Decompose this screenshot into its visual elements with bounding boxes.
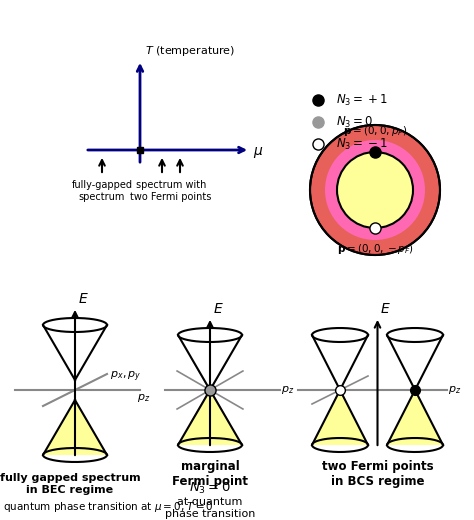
Text: $p_x, p_y$: $p_x, p_y$ bbox=[110, 369, 141, 384]
Polygon shape bbox=[43, 318, 107, 380]
Text: $N_3 = 0$: $N_3 = 0$ bbox=[189, 481, 231, 496]
Circle shape bbox=[310, 125, 440, 255]
Text: $\mu$: $\mu$ bbox=[253, 145, 264, 160]
Text: $p_z$: $p_z$ bbox=[281, 384, 294, 396]
Text: $T$ (temperature): $T$ (temperature) bbox=[145, 44, 235, 58]
Circle shape bbox=[337, 152, 413, 228]
Polygon shape bbox=[387, 390, 443, 445]
Polygon shape bbox=[312, 390, 368, 445]
Text: $p_z$: $p_z$ bbox=[448, 384, 461, 396]
Text: spectrum with
two Fermi points: spectrum with two Fermi points bbox=[130, 180, 212, 202]
Text: $E$: $E$ bbox=[213, 302, 224, 316]
Text: fully gapped spectrum
in BEC regime: fully gapped spectrum in BEC regime bbox=[0, 473, 140, 495]
Polygon shape bbox=[387, 328, 443, 390]
Polygon shape bbox=[178, 390, 242, 445]
Text: two Fermi points
in BCS regime: two Fermi points in BCS regime bbox=[322, 460, 433, 488]
Text: $E$: $E$ bbox=[78, 292, 89, 306]
Circle shape bbox=[325, 140, 425, 240]
Text: marginal
Fermi point: marginal Fermi point bbox=[172, 460, 248, 488]
Text: fully-gapped
spectrum: fully-gapped spectrum bbox=[72, 180, 133, 202]
Text: quantum phase transition at $\mu{=}0$, $T{=}0$: quantum phase transition at $\mu{=}0$, $… bbox=[3, 500, 214, 514]
Text: $\mathbf{p} = (0,0,-p_F)$: $\mathbf{p} = (0,0,-p_F)$ bbox=[337, 242, 413, 256]
Polygon shape bbox=[178, 328, 242, 390]
Polygon shape bbox=[43, 400, 107, 455]
Text: at quantum
phase transition: at quantum phase transition bbox=[165, 497, 255, 518]
Text: $\mathbf{p} = (0,0,p_F)$: $\mathbf{p} = (0,0,p_F)$ bbox=[343, 124, 407, 138]
Text: $N_3= -1$: $N_3= -1$ bbox=[336, 136, 388, 151]
Text: $N_3= 0$: $N_3= 0$ bbox=[336, 114, 374, 129]
Polygon shape bbox=[312, 328, 368, 390]
Text: $p_z$: $p_z$ bbox=[137, 392, 150, 404]
Text: $E$: $E$ bbox=[381, 302, 391, 316]
Text: $N_3= +1$: $N_3= +1$ bbox=[336, 93, 388, 108]
